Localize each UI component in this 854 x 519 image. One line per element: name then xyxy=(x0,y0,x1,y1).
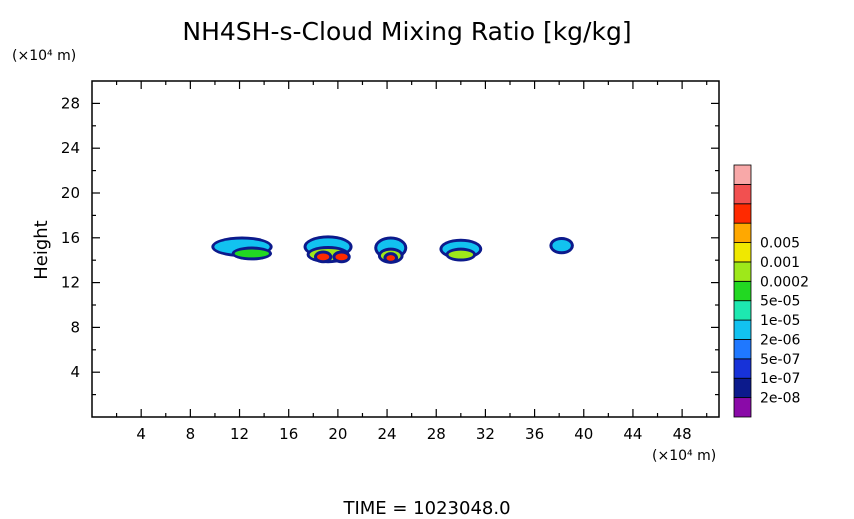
time-readout: TIME = 1023048.0 xyxy=(342,498,510,519)
y-tick-label: 4 xyxy=(70,363,80,381)
x-tick-label: 4 xyxy=(136,425,146,443)
chart-title: NH4SH-s-Cloud Mixing Ratio [kg/kg] xyxy=(182,17,631,46)
cloud-cell xyxy=(445,247,477,262)
colorbar-swatch xyxy=(733,319,752,340)
plot-frame xyxy=(91,80,720,418)
colorbar-swatch xyxy=(733,203,752,224)
colorbar-label: 5e-07 xyxy=(760,352,800,368)
colorbar-swatch xyxy=(733,377,752,399)
x-tick-label: 44 xyxy=(623,425,642,443)
x-tick-label: 20 xyxy=(328,425,347,443)
colorbar-swatch xyxy=(733,164,752,185)
y-axis-unit: (×10⁴ m) xyxy=(12,48,76,64)
colorbar-swatch xyxy=(733,280,752,302)
cloud-cell-core xyxy=(448,250,474,259)
colorbar-label: 0.001 xyxy=(760,255,800,271)
cloud-cell xyxy=(549,237,574,255)
colorbar: 0.005 0.001 0.0002 5e-05 1e-05 2e-06 5e-07 1e-0… xyxy=(733,164,809,418)
x-tick-label: 40 xyxy=(574,425,593,443)
x-tick-label: 28 xyxy=(427,425,446,443)
y-tick-label: 20 xyxy=(61,184,80,202)
colorbar-swatch xyxy=(733,397,752,418)
x-axis-unit: (×10⁴ m) xyxy=(652,448,716,464)
x-tick-label: 12 xyxy=(230,425,249,443)
colorbar-label: 1e-05 xyxy=(760,313,800,329)
colorbar-label: 5e-05 xyxy=(760,294,800,310)
cloud-cell-core xyxy=(234,249,270,258)
y-axis-label: Height xyxy=(31,220,52,280)
cloud-cell-core xyxy=(386,255,396,261)
cloud-cell xyxy=(231,246,273,261)
x-tick-label: 48 xyxy=(673,425,692,443)
colorbar-swatch xyxy=(733,242,752,263)
x-tick-label: 24 xyxy=(378,425,397,443)
cloud-cell-core xyxy=(335,253,348,261)
cloud-cell xyxy=(383,252,399,264)
colorbar-label: 2e-06 xyxy=(760,332,800,348)
colorbar-label: 2e-08 xyxy=(760,391,800,407)
colorbar-swatch xyxy=(733,261,752,282)
cloud-cell-core xyxy=(552,240,571,252)
x-tick-label: 32 xyxy=(476,425,495,443)
colorbar-label: 0.0002 xyxy=(760,274,809,290)
colorbar-swatch xyxy=(733,339,752,360)
colorbar-label: 0.005 xyxy=(760,236,800,252)
colorbar-swatch xyxy=(733,300,752,321)
colorbar-swatch xyxy=(733,183,752,205)
cloud-cell xyxy=(332,250,351,264)
colorbar-swatch xyxy=(733,222,752,243)
y-tick-label: 16 xyxy=(61,229,80,247)
y-tick-label: 28 xyxy=(61,94,80,112)
cloud-cell xyxy=(313,250,333,264)
colorbar-label: 1e-07 xyxy=(760,371,800,387)
colorbar-swatch xyxy=(733,358,752,379)
y-tick-label: 8 xyxy=(70,318,80,336)
y-tick-label: 24 xyxy=(61,139,80,157)
x-tick-label: 16 xyxy=(279,425,298,443)
cloud-field xyxy=(211,235,574,264)
x-tick-label: 8 xyxy=(186,425,196,443)
cloud-cell-core xyxy=(316,253,330,261)
y-tick-label: 12 xyxy=(61,274,80,292)
x-tick-label: 36 xyxy=(525,425,544,443)
